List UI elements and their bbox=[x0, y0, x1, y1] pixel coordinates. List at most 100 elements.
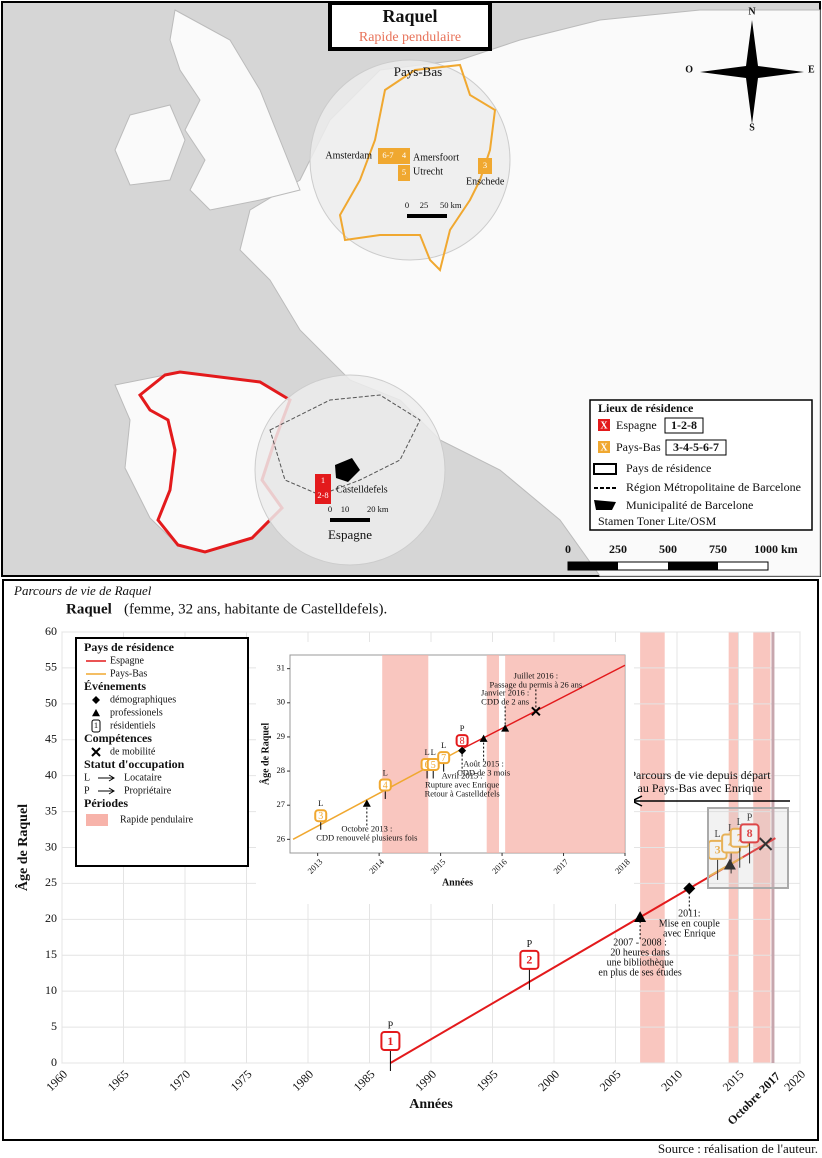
residence-status: P bbox=[388, 1020, 394, 1031]
source: Source : réalisation de l'auteur. bbox=[658, 1141, 818, 1156]
legend-arrow bbox=[98, 774, 115, 782]
map-title-box bbox=[328, 1, 492, 51]
residence-marker bbox=[378, 148, 398, 164]
series-line bbox=[461, 664, 626, 750]
legend-symbol-label: 1 bbox=[94, 720, 98, 730]
map-legend-title: Lieux de résidence bbox=[598, 401, 694, 415]
residence-label: 2-8 bbox=[317, 490, 328, 500]
y-tick-label: 30 bbox=[45, 839, 57, 853]
map-legend: Lieux de résidence X Espagne 1-2-8 X Pay… bbox=[589, 399, 813, 531]
event-marker bbox=[723, 858, 736, 870]
chart-subtitle: (femme, 32 ans, habitante de Castelldefe… bbox=[124, 601, 387, 617]
scale-bar-segment bbox=[568, 562, 618, 570]
legend-swatch bbox=[86, 814, 108, 826]
residence-marker bbox=[380, 1031, 401, 1051]
residence-label: 2 bbox=[526, 953, 532, 967]
residence-marker bbox=[315, 474, 331, 504]
y-tick-label: 50 bbox=[45, 696, 57, 710]
legend-box bbox=[75, 637, 249, 867]
residence-label: 5 bbox=[402, 167, 406, 177]
event-text: CDD renouvelé plusieurs fois bbox=[316, 832, 417, 842]
y-tick-label: 15 bbox=[45, 947, 57, 961]
legend-arrow bbox=[98, 787, 115, 795]
y-axis-label: Âge de Raquel bbox=[259, 723, 271, 785]
residence-status: L bbox=[715, 829, 721, 840]
residence-status: L bbox=[424, 747, 429, 757]
legend-code: L bbox=[84, 772, 90, 783]
scale-label: 0 bbox=[565, 542, 571, 556]
legend-symbol bbox=[593, 463, 617, 475]
scale-label: 1000 km bbox=[754, 542, 798, 556]
legend-label: Pays de résidence bbox=[626, 461, 711, 475]
legend-label: Espagne bbox=[110, 655, 144, 666]
legend-marker: X bbox=[600, 420, 608, 431]
place-label: Pays-Bas bbox=[394, 64, 442, 79]
residence-marker bbox=[455, 734, 469, 748]
residence-label: 6-7 bbox=[382, 150, 393, 160]
residence-status: P bbox=[747, 813, 753, 824]
period-band bbox=[505, 655, 625, 853]
compass-s: S bbox=[749, 122, 755, 133]
y-tick-label: 26 bbox=[277, 833, 286, 843]
y-tick-label: 29 bbox=[277, 731, 286, 741]
compass-e: E bbox=[808, 64, 815, 75]
event-text: avec Enrique bbox=[663, 929, 716, 940]
event-text: une bibliothèque bbox=[607, 957, 674, 968]
y-tick-label: 5 bbox=[51, 1019, 57, 1033]
legend-heading: Compétences bbox=[84, 731, 152, 745]
residence-status: L bbox=[441, 740, 446, 750]
legend-swatch bbox=[598, 441, 610, 453]
event-text: Retour à Castelldefels bbox=[425, 789, 500, 799]
residence-status: L bbox=[728, 823, 734, 834]
event-text: Octobre 2013 : bbox=[341, 823, 392, 833]
compass-rose bbox=[700, 20, 804, 124]
place-label: Utrecht bbox=[413, 166, 443, 177]
legend-marker: X bbox=[600, 442, 608, 453]
scale-label: 750 bbox=[709, 542, 727, 556]
legend-symbol bbox=[91, 719, 101, 733]
legend-label: Municipalité de Barcelone bbox=[626, 498, 753, 512]
y-tick-label: 0 bbox=[51, 1055, 57, 1069]
event-text: Avril 2015 : bbox=[442, 771, 483, 781]
spain-outline bbox=[137, 370, 292, 554]
place-label: Espagne bbox=[328, 527, 372, 542]
y-tick-label: 31 bbox=[277, 663, 286, 673]
legend-label: de mobilité bbox=[110, 746, 156, 757]
inset-scale-label: 0 bbox=[328, 504, 332, 514]
y-tick-label: 30 bbox=[277, 697, 286, 707]
residence-label: 4 bbox=[383, 780, 388, 791]
residence-label: 1 bbox=[387, 1034, 393, 1048]
event-text: 2011: bbox=[678, 909, 700, 920]
legend-label: Rapide pendulaire bbox=[120, 814, 194, 825]
event-text: en plus de ses études bbox=[598, 967, 681, 978]
y-tick-label: 10 bbox=[45, 983, 57, 997]
scale-bar: 0 250 500 750 1000 km bbox=[565, 542, 798, 571]
place-label: Castelldefels bbox=[336, 484, 388, 495]
inset-scale-label: 10 bbox=[341, 504, 350, 514]
residence-marker bbox=[314, 809, 328, 823]
residence-label: 3 bbox=[318, 811, 323, 822]
event-text: Rupture avec Enrique bbox=[425, 780, 499, 790]
legend-heading: Événements bbox=[84, 679, 146, 693]
y-tick-label: 60 bbox=[45, 624, 57, 638]
event-text: Passage du permis à 26 ans bbox=[489, 679, 582, 689]
annotation: Parcours de vie depuis départ bbox=[629, 768, 771, 782]
residence-status: P bbox=[460, 723, 465, 733]
legend-swatch bbox=[598, 419, 610, 431]
legend-credit: Stamen Toner Lite/OSM bbox=[598, 514, 717, 528]
event-text: Août 2015 : bbox=[463, 759, 504, 769]
y-tick-label: 35 bbox=[45, 803, 57, 817]
y-tick-label: 45 bbox=[45, 732, 57, 746]
x-axis-label: Années bbox=[442, 877, 473, 888]
period-band bbox=[486, 655, 499, 853]
y-tick-label: 20 bbox=[45, 911, 57, 925]
place-label: Enschede bbox=[466, 176, 505, 187]
residence-status: L bbox=[737, 817, 743, 828]
residence-status: L bbox=[318, 798, 323, 808]
event-text: CDD de 3 mois bbox=[457, 768, 510, 778]
event-text: Mise en couple bbox=[659, 919, 721, 930]
residence-marker bbox=[378, 778, 392, 792]
legend-label: Pays-Bas bbox=[616, 440, 661, 454]
place-label: Amersfoort bbox=[413, 152, 459, 163]
